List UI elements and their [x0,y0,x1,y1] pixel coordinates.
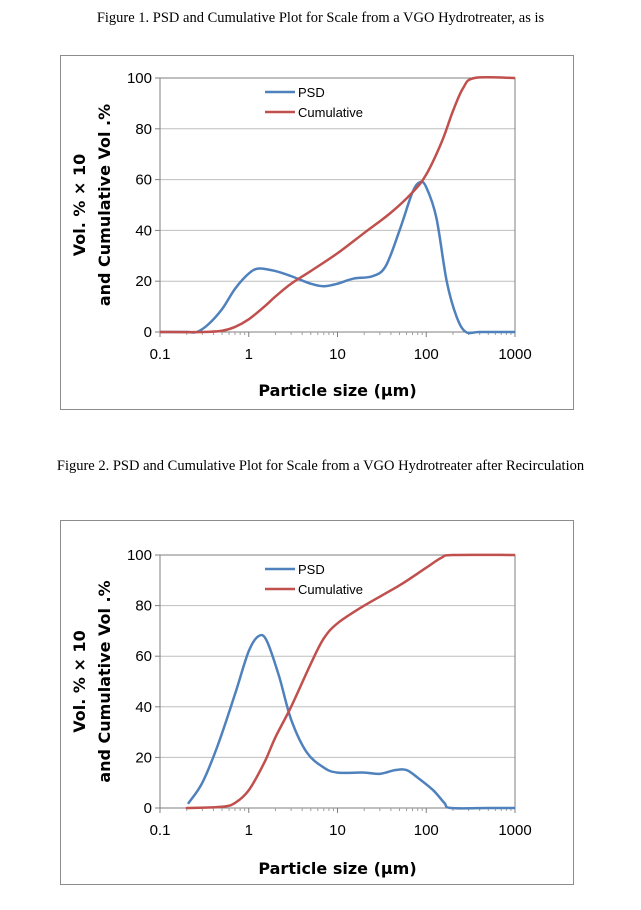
figure-2-caption: Figure 2. PSD and Cumulative Plot for Sc… [56,458,585,474]
chart2-y-axis-label-line2: and Cumulative Vol .% [95,580,114,782]
chart2-series-cumulative-line [185,553,515,810]
chart2-x-tick-label: 0.1 [150,822,171,839]
chart2-legend-label-cumulative: Cumulative [298,582,363,597]
chart2-x-tick-label: 100 [414,822,439,839]
chart2-x-axis-label: Particle size (µm) [258,859,416,878]
chart2-y-tick-label: 0 [144,800,152,817]
chart1-y-axis-label-line1: Vol. % × 10 [70,154,89,256]
chart1-y-tick-label: 60 [135,172,152,189]
chart2-x-tick-label: 1 [245,822,253,839]
chart2-y-tick-label: 40 [135,699,152,716]
figure-1-frame [60,55,574,410]
chart1-y-tick-label: 40 [135,222,152,239]
chart2-y-tick-label: 20 [135,749,152,766]
figure-2-frame [60,520,574,885]
chart2-y-axis-label-line1: Vol. % × 10 [70,630,89,732]
chart2-legend-label-psd: PSD [298,562,325,577]
chart2-y-tick-label: 60 [135,648,152,665]
chart1-x-tick-label: 0.1 [150,346,171,363]
chart1-x-tick-label: 100 [414,346,439,363]
chart1-legend-label-psd: PSD [298,85,325,100]
chart1-y-tick-label: 80 [135,121,152,138]
chart1-x-tick-label: 1000 [498,346,531,363]
chart2-series-psd-line [187,633,515,810]
chart1-series-psd-line [160,180,515,335]
chart1-y-tick-label: 0 [144,324,152,341]
chart1-x-axis-label: Particle size (µm) [258,381,416,400]
chart1-x-tick-label: 10 [329,346,346,363]
chart2-x-tick-label: 1000 [498,822,531,839]
chart1-series-cumulative-line [160,76,515,334]
chart2-y-tick-label: 80 [135,598,152,615]
chart2-x-tick-label: 10 [329,822,346,839]
chart1-x-tick-label: 1 [245,346,253,363]
chart2-y-tick-label: 100 [127,547,152,564]
chart1-y-tick-label: 20 [135,273,152,290]
chart1-y-axis-label-line2: and Cumulative Vol .% [95,104,114,306]
chart1-y-tick-label: 100 [127,70,152,87]
figure-1-caption: Figure 1. PSD and Cumulative Plot for Sc… [96,10,545,26]
chart1-legend-label-cumulative: Cumulative [298,105,363,120]
